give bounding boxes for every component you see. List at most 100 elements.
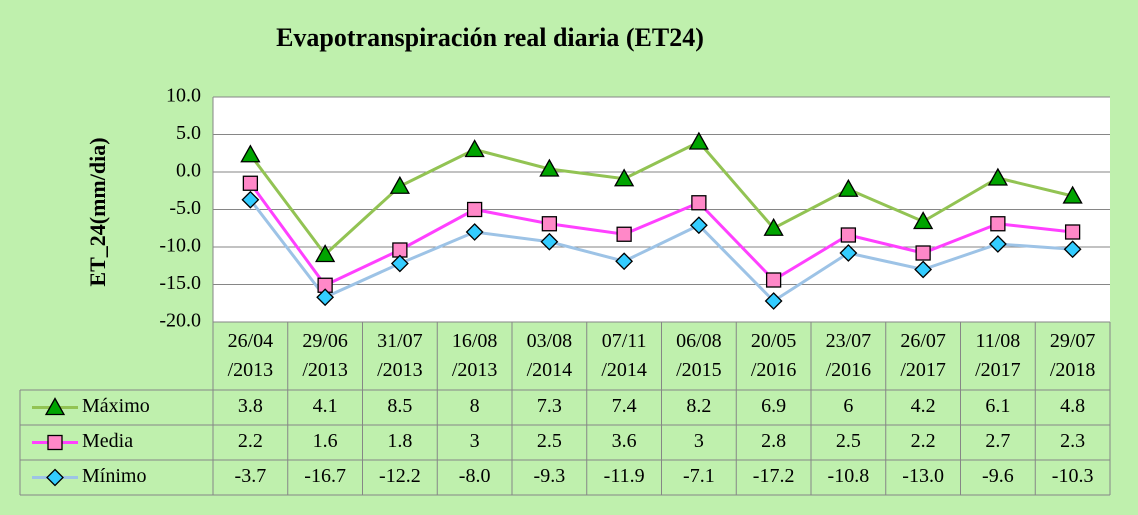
marker <box>840 227 857 243</box>
marker <box>915 245 931 261</box>
table-cell: 2.5 <box>836 430 861 452</box>
marker <box>913 211 934 230</box>
marker <box>464 139 485 158</box>
table-cell: 3.8 <box>238 395 263 417</box>
marker <box>46 468 64 487</box>
table-cell: -9.3 <box>534 465 566 487</box>
table-cell: -11.9 <box>604 465 645 487</box>
table-cell: 3.6 <box>612 430 637 452</box>
table-cell: 6 <box>843 395 853 417</box>
marker <box>44 397 66 416</box>
x-tick-label: 20/05/2016 <box>751 330 797 381</box>
marker <box>614 168 635 187</box>
table-cell: -10.3 <box>1052 465 1094 487</box>
x-tick-label: 06/08/2015 <box>676 330 722 381</box>
table-cell: 1.8 <box>387 430 412 452</box>
marker <box>616 226 632 242</box>
marker <box>839 244 858 262</box>
series-line <box>249 182 1073 288</box>
table-cell: -9.6 <box>982 465 1014 487</box>
marker <box>838 178 859 197</box>
y-tick-label: -5.0 <box>169 197 201 219</box>
table-cell: 2.5 <box>537 430 562 452</box>
x-tick-label: 26/04/2013 <box>228 330 274 381</box>
x-tick-label: 16/08/2013 <box>452 330 498 381</box>
series-line <box>249 140 1073 257</box>
table-cell: -13.0 <box>902 465 944 487</box>
y-tick-label: -20.0 <box>159 310 201 332</box>
marker <box>1062 185 1083 204</box>
x-tick-label: 11/08/2017 <box>975 330 1021 381</box>
x-tick-label: 23/07/2016 <box>826 330 872 381</box>
marker <box>389 175 410 194</box>
marker <box>914 260 933 279</box>
marker <box>47 434 63 451</box>
table-cell: -16.7 <box>304 465 346 487</box>
table-cell: 8.2 <box>686 395 711 417</box>
marker <box>242 175 259 191</box>
table-cell: -8.0 <box>459 465 491 487</box>
marker <box>390 254 409 273</box>
x-tick-label: 26/07/2017 <box>900 330 946 381</box>
marker <box>466 201 483 218</box>
legend-label: Media <box>82 430 133 452</box>
table-cell: 8 <box>470 395 480 417</box>
table-cell: -3.7 <box>235 465 267 487</box>
x-tick-label: 29/07/2018 <box>1050 330 1096 381</box>
marker <box>763 217 784 236</box>
marker <box>539 158 560 177</box>
marker <box>987 167 1008 186</box>
marker <box>316 288 335 307</box>
legend-label: Mínimo <box>82 465 146 487</box>
legend-label: Máximo <box>82 395 150 417</box>
marker <box>541 216 558 232</box>
marker <box>1063 240 1082 259</box>
table-cell: 2.3 <box>1060 430 1085 452</box>
y-tick-label: -10.0 <box>159 235 201 257</box>
marker <box>540 232 559 251</box>
table-cell: 6.9 <box>761 395 786 417</box>
marker <box>315 244 336 263</box>
marker <box>988 235 1007 253</box>
y-tick-label: -15.0 <box>159 272 201 294</box>
table-cell: 7.3 <box>537 395 562 417</box>
y-tick-label: 0.0 <box>176 160 201 182</box>
marker <box>241 190 260 209</box>
table-cell: 1.6 <box>313 430 338 452</box>
marker <box>691 195 707 211</box>
table-cell: 6.1 <box>985 395 1010 417</box>
marker <box>689 216 708 235</box>
table-cell: -12.2 <box>379 465 421 487</box>
marker <box>765 272 782 288</box>
table-cell: 3 <box>694 430 704 452</box>
marker <box>688 131 709 150</box>
table-cell: -7.1 <box>683 465 715 487</box>
table-cell: 4.8 <box>1060 395 1085 417</box>
table-cell: -17.2 <box>753 465 795 487</box>
table-cell: 2.8 <box>761 430 786 452</box>
y-axis-title: ET_24(mm/dia) <box>85 137 110 286</box>
y-tick-label: 5.0 <box>176 122 201 144</box>
table-cell: 2.2 <box>238 430 263 452</box>
table-cell: 8.5 <box>387 395 412 417</box>
marker <box>240 144 261 163</box>
table-cell: 2.2 <box>911 430 936 452</box>
table-cell: -10.8 <box>828 465 870 487</box>
table-cell: 3 <box>470 430 480 452</box>
marker <box>1064 224 1081 240</box>
table-cell: 4.1 <box>313 395 338 417</box>
marker <box>465 223 484 241</box>
chart-title: Evapotranspiración real diaria (ET24) <box>276 23 704 52</box>
marker <box>764 292 783 310</box>
x-tick-label: 03/08/2014 <box>527 330 573 381</box>
x-tick-label: 29/06/2013 <box>302 330 348 381</box>
y-tick-label: 10.0 <box>166 85 201 107</box>
table-cell: 2.7 <box>985 430 1010 452</box>
marker <box>615 252 634 271</box>
x-tick-label: 07/11/2014 <box>601 330 647 381</box>
series-line <box>249 198 1073 303</box>
table-cell: 7.4 <box>612 395 637 417</box>
table-cell: 4.2 <box>911 395 936 417</box>
